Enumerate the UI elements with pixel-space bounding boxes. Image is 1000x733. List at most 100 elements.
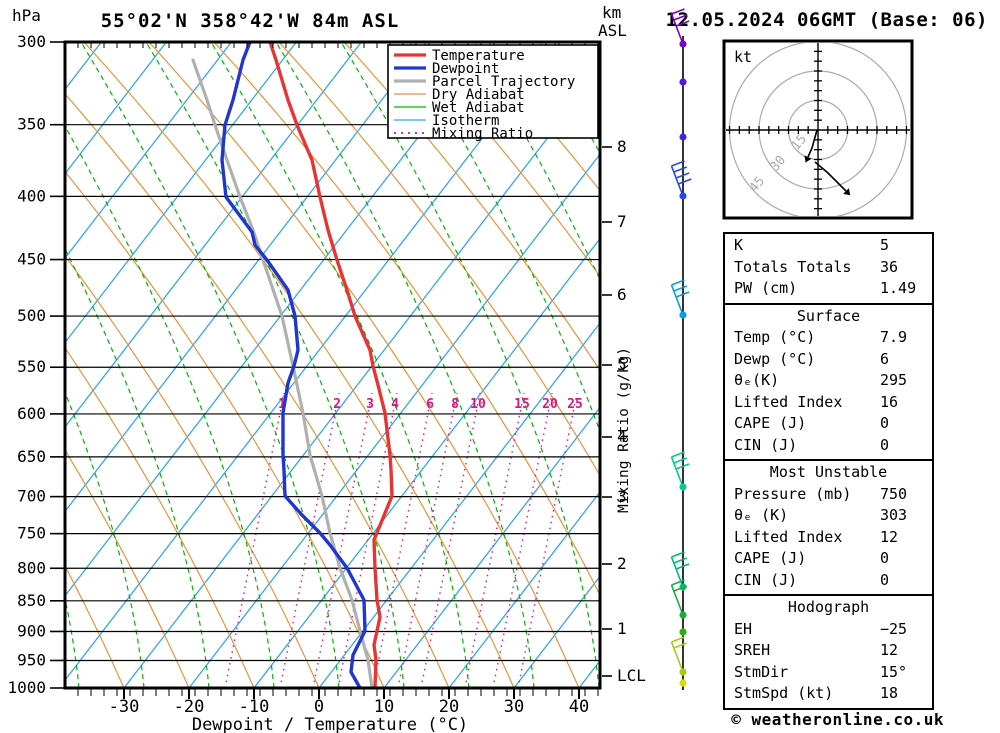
stats-row: θₑ(K) 295 [725,370,932,392]
legend-label: Parcel Trajectory [432,74,575,90]
stats-row: Pressure (mb) 750 [725,484,932,506]
km-tick-label: 7 [617,212,627,231]
pressure-tick-label: 350 [17,115,46,134]
wet-adiabat-line [145,42,405,688]
stats-row-value: −25 [880,619,908,638]
hodograph-border [722,39,914,220]
isotherm-line [253,237,600,688]
hodograph-ring-label: 15 [789,132,811,154]
stats-section: K 5 Totals Totals 36 PW (cm) 1.49 [723,232,934,305]
wind-barb [670,160,692,200]
mixing-ratio-value-label: 4 [391,397,399,412]
dry-adiabat-line [278,42,600,477]
stats-row-label: EH [734,619,753,638]
pressure-tick-label: 650 [17,447,46,466]
wet-adiabat-line [470,42,600,281]
legend-label: Dry Adiabat [432,87,525,103]
mixing-ratio-line [517,392,578,688]
dry-adiabat-line [65,254,320,688]
asl-axis-title: ASL [598,21,627,40]
wind-barb [679,133,687,141]
stats-row: SREH 12 [725,640,932,662]
km-tick-label: 1 [617,619,627,638]
pressure-unit-label: hPa [12,6,41,25]
stats-row-label: Lifted Index [734,527,843,546]
stats-row: Temp (°C) 7.9 [725,327,932,349]
wet-adiabat-line [405,42,600,433]
isotherm-line [65,42,167,175]
dry-adiabat-line [65,346,255,688]
wind-barb [670,579,688,619]
km-tick-label: 4 [617,427,627,446]
stats-row-value: 303 [880,506,908,524]
dry-adiabat-line [65,564,125,688]
x-axis-tick-label: 10 [374,697,394,717]
mixing-ratio-value-label: 10 [470,397,486,412]
stats-row-label: Pressure (mb) [734,484,852,503]
stats-row-label: CIN (J) [734,570,798,589]
wind-barb [679,679,687,687]
mixing-ratio-value-label: 1 [278,397,286,412]
dry-adiabat-line [148,42,580,688]
isotherm-line [65,42,427,513]
mixing-ratio-line [420,392,481,688]
dry-adiabat-line [65,92,450,688]
mixing-ratio-value-label: 15 [514,397,530,412]
mixing-ratio-line [464,392,525,688]
pressure-tick-label: 800 [17,558,46,577]
stats-row-value: 0 [880,570,890,589]
stats-row: CIN (J) 0 [725,570,932,592]
stats-table: K 5 Totals Totals 36 PW (cm) 1.49 Surface Temp … [723,232,934,710]
plot-border [63,40,602,690]
mixing-ratio-line [224,392,285,688]
stats-row-label: Totals Totals [734,257,852,276]
legend-label: Temperature [432,48,525,64]
pressure-tick-label: 850 [17,591,46,610]
stats-row-value: 0 [880,414,890,432]
stats-row-label: Temp (°C) [734,328,816,346]
mixing-ratio-line [397,392,458,688]
stats-section: Surface Temp (°C) 7.9 Dewp (°C) 6 θₑ(K) 295 Lif… [723,302,934,461]
legend-label: Mixing Ratio [432,126,533,142]
isotherm-line [513,575,600,688]
stats-row: Dewp (°C) 6 [725,349,932,371]
stats-row-label: Dewp (°C) [734,349,816,368]
km-tick-label: 5 [617,355,627,374]
pressure-tick-label: 550 [17,357,46,376]
isotherm-line [65,42,557,682]
isotherm-line [65,42,232,260]
wet-adiabat-line [65,391,145,688]
stats-row-label: StmDir [734,662,789,681]
hodograph-ring-label: 45 [747,174,769,196]
lcl-label: LCL [617,666,646,685]
dry-adiabat-line [213,42,600,597]
stats-row: CIN (J) 0 [725,435,932,457]
wind-barb [670,8,690,48]
page-title: 55°02'N 358°42'W 84m ASL [100,10,400,32]
skewt-diagram: 1 2 3 4 6 8 10 15 20 25-30 -20 -10 0 10 20 30 40Dewpoint… [7,3,692,733]
hodograph-trace [814,161,847,192]
mixing-ratio-value-label: 3 [366,397,374,412]
x-axis-tick-label: 20 [439,697,459,717]
stats-section-title: Hodograph [787,598,870,616]
legend-label: Isotherm [432,113,499,129]
dry-adiabat-line [65,170,385,688]
stats-row-value: 18 [880,684,899,702]
stats-row-value: 16 [880,392,899,411]
isotherm-line [65,42,362,429]
isotherm-line [318,321,600,688]
isotherm-line [65,42,492,597]
stats-row: CAPE (J) 0 [725,548,932,570]
pressure-tick-label: 500 [17,306,46,325]
mixing-ratio-value-label: 25 [567,397,583,412]
stats-row-label: θₑ (K) [734,506,789,524]
stats-row: StmDir 15° [725,662,932,684]
stats-row-value: 5 [880,236,890,254]
pressure-tick-label: 700 [17,487,46,506]
legend-label: Wet Adiabat [432,100,525,116]
stats-row-value: 7.9 [880,328,908,346]
wet-adiabat-line [210,42,470,688]
datetime-label: 12.05.2024 06GMT (Base: 06) [665,9,988,31]
